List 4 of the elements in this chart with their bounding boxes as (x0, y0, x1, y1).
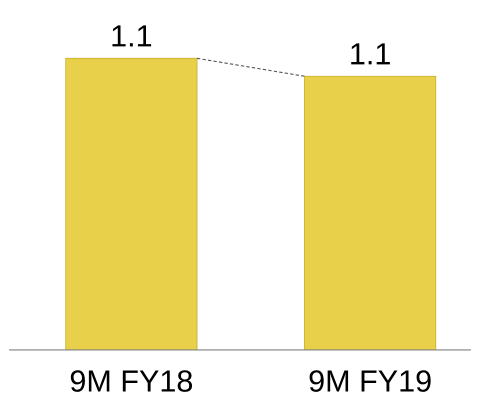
data-label: 1.1 (112, 25, 152, 46)
x-tick-label: 9M FY19 (310, 370, 431, 392)
data-label: 1.1 (351, 43, 390, 64)
x-tick-label: 9M FY18 (70, 370, 192, 392)
